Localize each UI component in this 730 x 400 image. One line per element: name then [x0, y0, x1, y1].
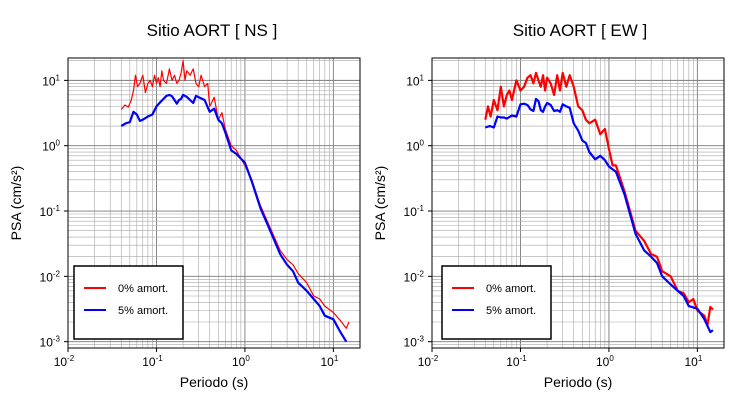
y-axis-label: PSA (cm/s²): [372, 166, 388, 241]
x-tick-label: 10-1: [506, 354, 527, 369]
legend-label-1: 5% amort.: [118, 305, 168, 317]
series-line-0: [484, 71, 714, 327]
x-tick-label: 10-2: [54, 354, 75, 369]
x-tick-label: 10-2: [418, 354, 439, 369]
y-tick-label: 10-3: [404, 335, 425, 350]
series-lines: [120, 60, 350, 343]
chart-title: Sitio AORT [ EW ]: [513, 21, 647, 40]
series-lines: [484, 71, 714, 334]
x-tick-label: 101: [320, 354, 338, 369]
x-tick-label: 100: [232, 354, 250, 369]
chart-title: Sitio AORT [ NS ]: [147, 21, 278, 40]
y-tick-label: 101: [406, 73, 424, 88]
y-tick-label: 101: [42, 73, 60, 88]
y-tick-label: 10-1: [40, 204, 61, 219]
x-tick-label: 100: [596, 354, 614, 369]
legend-box: [441, 265, 552, 340]
legend-label-1: 5% amort.: [486, 305, 536, 317]
plot-frame: [431, 57, 725, 349]
series-line-1: [484, 97, 714, 334]
legend: 0% amort. 5% amort.: [73, 265, 184, 340]
legend: 0% amort. 5% amort.: [441, 265, 552, 340]
legend-label-0: 0% amort.: [118, 283, 168, 295]
x-axis-label: Periodo (s): [544, 374, 612, 390]
series-line-1: [120, 93, 348, 343]
y-tick-label: 100: [406, 139, 424, 154]
y-tick-label: 10-3: [40, 335, 61, 350]
chart-panel-ns: Sitio AORT [ NS ] 10-2 10-1 100 101 1011001…: [8, 21, 361, 390]
chart-panel-ew: Sitio AORT [ EW ] 10-2 10-1 100 101 1011001…: [372, 21, 725, 390]
y-axis-ticks: 101 100 10-1 10-2 10-3: [404, 73, 432, 350]
y-axis-label: PSA (cm/s²): [8, 166, 24, 241]
y-tick-label: 10-2: [404, 269, 425, 284]
legend-label-0: 0% amort.: [486, 283, 536, 295]
y-tick-label: 10-1: [404, 204, 425, 219]
x-axis-ticks: 10-2 10-1 100 101: [54, 348, 339, 369]
y-tick-label: 10-2: [40, 269, 61, 284]
legend-box: [73, 265, 184, 340]
x-tick-label: 10-1: [142, 354, 163, 369]
y-tick-label: 100: [42, 139, 60, 154]
x-axis-label: Periodo (s): [180, 374, 248, 390]
plot-frame: [67, 57, 361, 349]
x-tick-label: 101: [684, 354, 702, 369]
series-line-0: [120, 60, 350, 329]
x-axis-ticks: 10-2 10-1 100 101: [418, 348, 703, 369]
y-axis-ticks: 101 100 10-1 10-2 10-3: [40, 73, 68, 350]
